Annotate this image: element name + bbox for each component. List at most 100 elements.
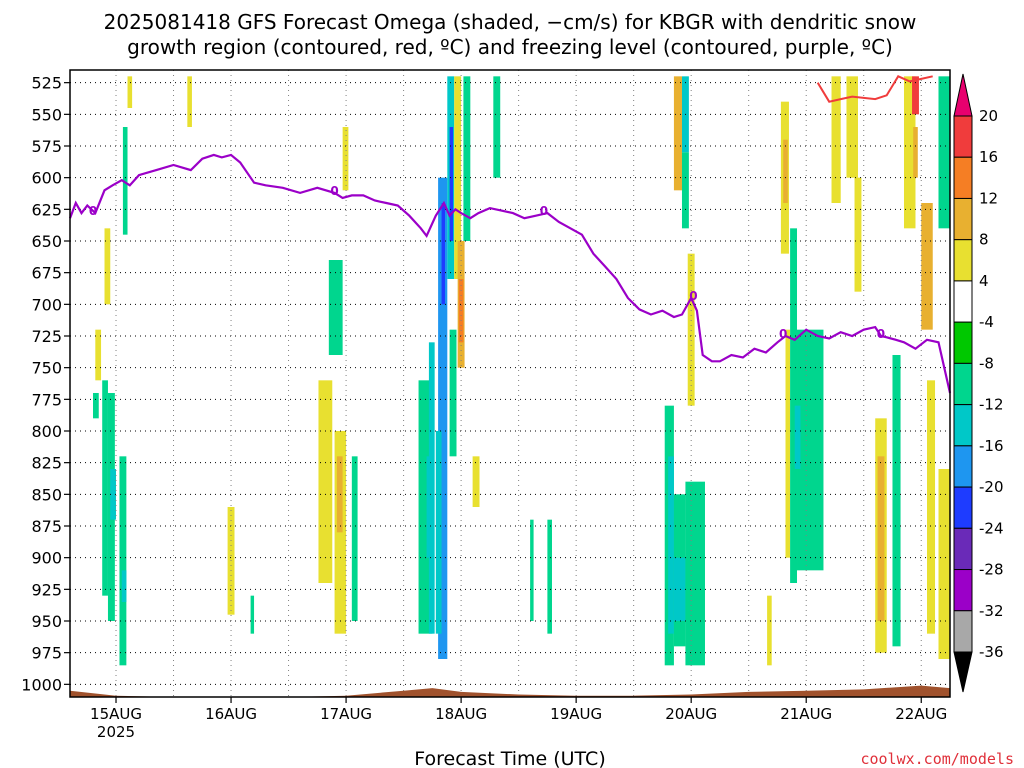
omega-cell — [93, 393, 99, 419]
colorbar-label: -16 — [979, 437, 1004, 455]
omega-cell — [102, 380, 108, 596]
freezing-level-label: 0 — [689, 289, 697, 303]
freezing-level-line — [68, 153, 952, 394]
omega-cell — [104, 228, 111, 305]
y-tick-label: 650 — [31, 232, 62, 251]
x-tick-label: 22AUG — [895, 705, 947, 723]
y-tick-label: 900 — [31, 549, 62, 568]
colorbar-label: 4 — [979, 272, 989, 290]
freezing-level-label: 0 — [540, 204, 548, 218]
omega-cell — [110, 469, 117, 520]
omega-cell — [926, 380, 936, 634]
colorbar-label: -12 — [979, 396, 1004, 414]
y-tick-label: 925 — [31, 580, 62, 599]
freezing-level-label: 0 — [779, 327, 787, 341]
y-tick-label: 550 — [31, 105, 62, 124]
omega-cell — [854, 177, 862, 292]
y-tick-label: 975 — [31, 644, 62, 663]
omega-cell — [449, 329, 457, 457]
y-tick-label: 1000 — [21, 675, 62, 694]
grid — [70, 70, 950, 697]
x-tick-label: 20AUG — [665, 705, 717, 723]
omega-cell — [913, 127, 918, 178]
colorbar-swatch — [953, 239, 973, 282]
omega-cell — [673, 557, 686, 621]
freezing-level-label: 0 — [877, 327, 885, 341]
colorbar-label: -8 — [979, 354, 994, 372]
omega-cell — [449, 127, 454, 241]
y-tick-label: 775 — [31, 390, 62, 409]
omega-cell — [938, 76, 950, 229]
y-tick-label: 750 — [31, 359, 62, 378]
omega-cell — [127, 76, 133, 108]
x-tick-label: 16AUG — [205, 705, 257, 723]
omega-cell — [435, 431, 442, 634]
omega-cell — [463, 76, 471, 241]
colorbar-swatch — [953, 321, 973, 364]
omega-cell — [797, 329, 824, 571]
y-tick-label: 675 — [31, 264, 62, 283]
y-tick-label: 575 — [31, 137, 62, 156]
chart-title-line2: growth region (contoured, red, ºC) and f… — [127, 35, 893, 59]
dgz-contour-line — [816, 75, 933, 103]
colorbar-label: -4 — [979, 313, 994, 331]
omega-cell — [903, 76, 916, 229]
credit-link[interactable]: coolwx.com/models — [860, 750, 1014, 768]
y-tick-label: 850 — [31, 485, 62, 504]
omega-cell — [441, 203, 446, 305]
y-tick-label: 875 — [31, 517, 62, 536]
omega-cell — [547, 519, 552, 634]
omega-cell — [794, 405, 801, 469]
colorbar-label: 16 — [979, 148, 998, 166]
colorbar-swatch — [953, 362, 973, 406]
omega-cell — [892, 355, 901, 647]
colorbar-label: -20 — [979, 478, 1004, 496]
colorbar-swatch — [953, 486, 973, 529]
omega-cell — [785, 329, 791, 558]
x-tick-label: 18AUG — [435, 705, 487, 723]
omega-cell — [783, 139, 788, 203]
x-tick-label: 17AUG — [320, 705, 372, 723]
y-tick-label: 800 — [31, 422, 62, 441]
colorbar-swatch — [953, 610, 973, 653]
colorbar-label: -24 — [979, 519, 1004, 537]
omega-cell — [428, 342, 435, 634]
colorbar: 20 16 12 8 4 -4 -8 -12 -16 -20 -24 -28 -32 -36 — [953, 73, 1004, 693]
x-tick-sublabel: 2025 — [97, 723, 135, 741]
colorbar-swatch — [953, 115, 973, 158]
omega-cell — [122, 127, 128, 235]
y-tick-label: 525 — [31, 74, 62, 93]
omega-cell — [351, 456, 358, 621]
y-axis: 525 550 575 600 625 650 675 700 725 750 775 800 825 8… — [21, 74, 70, 694]
omega-cell — [530, 519, 534, 621]
y-tick-label: 625 — [31, 200, 62, 219]
omega-cell — [673, 76, 682, 191]
omega-cell — [250, 595, 255, 634]
colorbar-swatch — [953, 445, 973, 488]
omega-cell — [119, 456, 127, 666]
omega-cell — [472, 456, 480, 507]
plot-frame — [69, 69, 951, 698]
omega-cell — [438, 177, 448, 659]
contours: 0 0 0 0 0 0 — [68, 75, 952, 394]
omega-cell — [95, 329, 102, 381]
omega-cell — [831, 76, 841, 203]
x-tick-label: 19AUG — [550, 705, 602, 723]
omega-cell — [938, 469, 950, 659]
omega-cell — [685, 481, 705, 666]
colorbar-label: -36 — [979, 643, 1004, 661]
omega-cell — [767, 595, 772, 666]
omega-cell — [318, 380, 333, 583]
omega-cell — [187, 76, 192, 127]
omega-cell — [687, 253, 695, 406]
colorbar-label: 8 — [979, 231, 989, 249]
freezing-level-label: 0 — [330, 184, 338, 198]
omega-shading — [93, 76, 950, 666]
colorbar-swatch — [953, 569, 973, 612]
omega-cell — [454, 76, 462, 279]
colorbar-swatch — [953, 156, 973, 199]
colorbar-swatch — [953, 527, 973, 571]
colorbar-label: -32 — [979, 602, 1004, 620]
y-tick-label: 825 — [31, 454, 62, 473]
omega-cell — [493, 76, 501, 178]
